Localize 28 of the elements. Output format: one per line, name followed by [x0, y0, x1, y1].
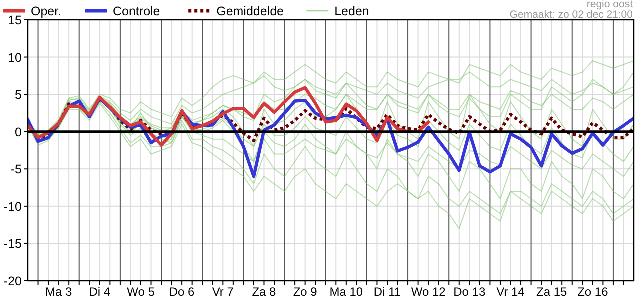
y-tick-label: 15: [8, 14, 22, 28]
x-tick-label: Vr 7: [212, 285, 234, 299]
legend-label: Oper.: [31, 4, 62, 18]
y-tick-label: -20: [4, 274, 22, 288]
y-tick-label: 0: [15, 125, 22, 140]
x-tick-label: Ma 3: [45, 285, 72, 299]
legend-label: Gemiddelde: [216, 4, 284, 18]
x-tick-label: Wo 12: [411, 285, 446, 299]
x-tick-label: Za 8: [252, 285, 277, 299]
x-tick-label: Di 4: [89, 285, 111, 299]
x-tick-label: Zo 9: [293, 285, 318, 299]
text: regio oost: [586, 0, 634, 10]
x-tick-label: Do 13: [454, 285, 486, 299]
annotation: Gemaakt: zo 02 dec 21:00: [510, 9, 634, 21]
x-tick-label: Wo 5: [127, 285, 156, 299]
y-tick-label: -5: [10, 162, 22, 177]
legend-label: Controle: [113, 4, 160, 18]
y-tick-label: 10: [8, 50, 22, 65]
x-tick-label: Za 15: [536, 285, 568, 299]
legend-label: Leden: [334, 4, 370, 18]
x-tick-label: Zo 16: [578, 285, 609, 299]
x-tick-label: Vr 14: [496, 285, 526, 299]
y-tick-label: 5: [15, 88, 22, 102]
y-tick-label: -15: [4, 237, 22, 252]
x-tick-label: Di 11: [374, 285, 402, 299]
y-tick-label: -10: [4, 200, 22, 214]
x-tick-label: Do 6: [169, 285, 196, 299]
x-tick-label: Ma 10: [330, 285, 364, 299]
